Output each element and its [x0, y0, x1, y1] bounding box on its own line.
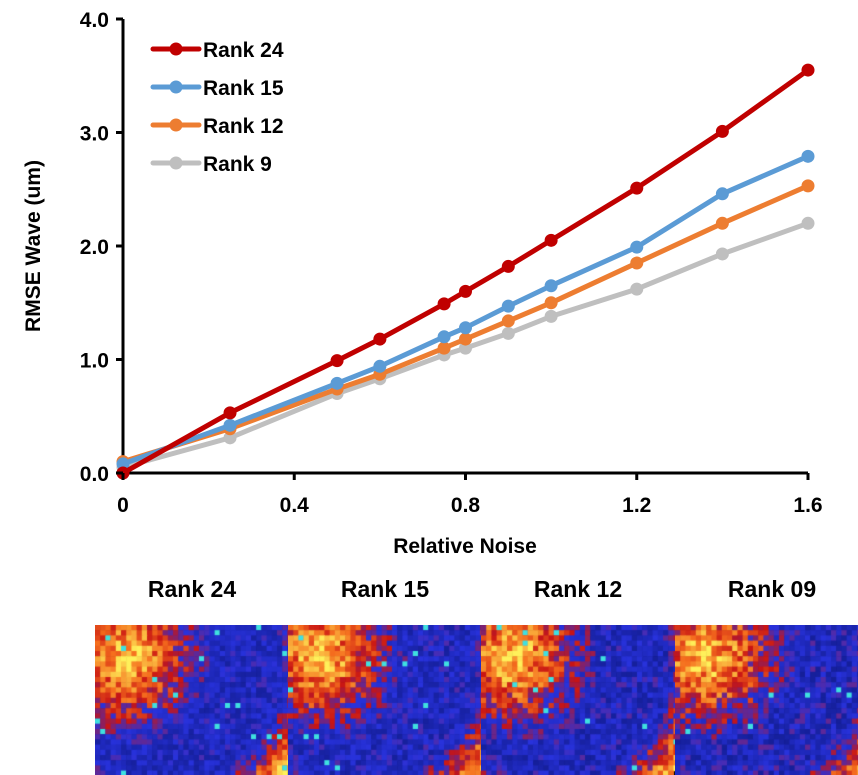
x-axis-title: Relative Noise: [393, 535, 537, 558]
x-tick-label: 0.4: [280, 494, 310, 517]
chart-series: [116, 63, 815, 480]
legend-label: Rank 24: [203, 39, 284, 62]
chart-legend: Rank 24 Rank 15 Rank 12 Rank 9: [150, 39, 284, 176]
data-point: [223, 418, 237, 432]
x-tick-label: 1.6: [793, 494, 822, 517]
legend-label: Rank 15: [203, 77, 284, 100]
data-point: [501, 326, 515, 340]
data-point: [630, 282, 644, 296]
data-point: [459, 341, 472, 355]
data-point: [373, 332, 387, 346]
data-point: [459, 332, 472, 346]
legend-label: Rank 12: [203, 115, 284, 138]
data-point: [801, 63, 815, 77]
data-point: [801, 216, 815, 230]
y-tick-label: 2.0: [80, 236, 109, 259]
data-point: [630, 256, 644, 270]
data-point: [544, 309, 558, 323]
legend-swatch-marker: [169, 42, 183, 56]
rmse-line-chart: 0.0 1.0 2.0 3.0 4.0 0 0.4 0.8 1.2 1.6 Relative No…: [22, 9, 823, 558]
data-point: [544, 296, 558, 310]
data-point: [437, 341, 451, 355]
data-point: [223, 406, 237, 420]
y-tick-label: 4.0: [80, 9, 109, 32]
data-point: [630, 240, 644, 254]
legend-item: Rank 9: [150, 153, 272, 176]
map-title-rank-24: Rank 24: [147, 576, 237, 602]
map-title-rank-12: Rank 12: [533, 576, 623, 602]
x-tick-label: 1.2: [622, 494, 651, 517]
legend-item: Rank 12: [150, 115, 284, 138]
chart-ticks: 0.0 1.0 2.0 3.0 4.0 0 0.4 0.8 1.2 1.6: [80, 9, 823, 517]
data-point: [116, 457, 130, 471]
legend-swatch-marker: [169, 156, 183, 170]
x-tick-label: 0.8: [451, 494, 481, 517]
map-title-rank-09: Rank 09: [727, 576, 817, 602]
legend-label: Rank 9: [203, 153, 272, 176]
x-tick-label: 0: [117, 494, 129, 517]
legend-swatch-marker: [169, 80, 183, 94]
map-title-rank-15: Rank 15: [340, 576, 430, 602]
data-point: [715, 187, 729, 201]
data-point: [501, 299, 515, 313]
data-point: [715, 247, 729, 261]
data-point: [630, 181, 644, 195]
data-point: [715, 124, 729, 138]
data-point: [544, 233, 558, 247]
data-point: [330, 376, 344, 390]
wavefront-map-rank-12: [481, 625, 675, 775]
data-point: [544, 279, 558, 293]
series-rank-15: [116, 149, 815, 471]
data-point: [437, 330, 451, 344]
data-point: [801, 149, 815, 163]
data-point: [801, 179, 815, 193]
data-point: [459, 284, 472, 298]
y-tick-label: 3.0: [80, 123, 109, 146]
wavefront-map-rank-15: [288, 625, 482, 775]
legend-swatch-marker: [169, 118, 183, 132]
wavefront-map-rank-24: [95, 625, 289, 775]
wavefront-map-rank-09: [675, 625, 858, 775]
data-point: [715, 216, 729, 230]
data-point: [437, 297, 451, 311]
data-point: [223, 431, 237, 445]
legend-item: Rank 15: [150, 77, 284, 100]
y-tick-label: 0.0: [80, 463, 109, 486]
y-tick-label: 1.0: [80, 350, 109, 373]
data-point: [501, 314, 515, 328]
data-point: [373, 359, 387, 373]
data-point: [501, 259, 515, 273]
y-axis-title: RMSE Wave (um): [22, 160, 45, 332]
data-point: [330, 354, 344, 368]
data-point: [459, 321, 472, 335]
legend-item: Rank 24: [150, 39, 284, 62]
